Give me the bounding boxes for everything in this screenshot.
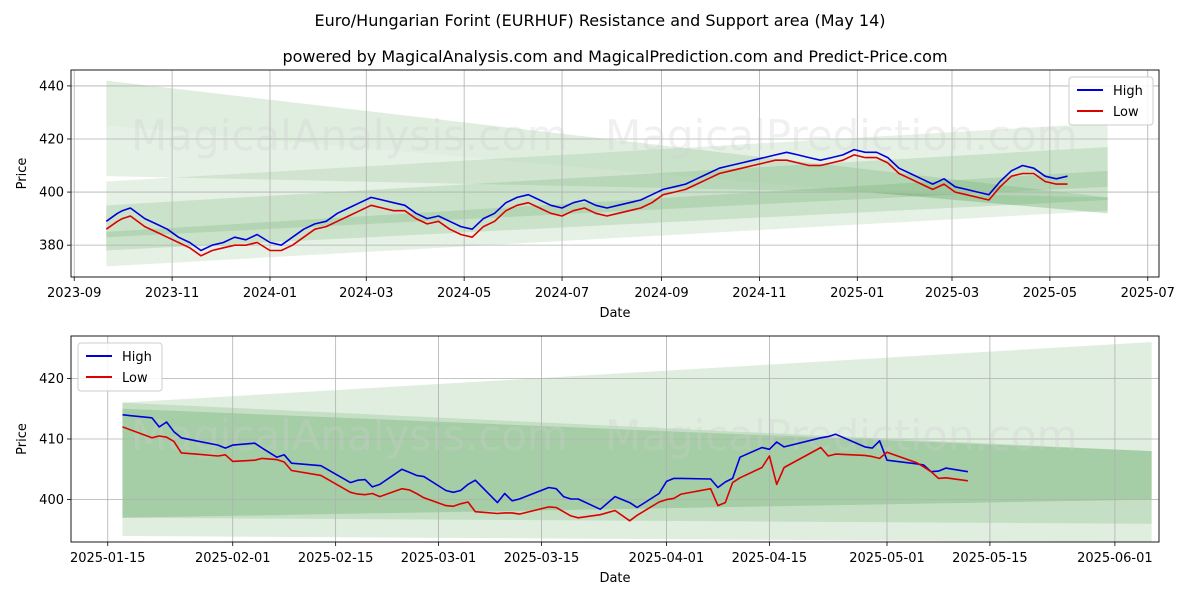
chart-title: Euro/Hungarian Forint (EURHUF) Resistanc… — [315, 11, 886, 30]
legend-label-high: High — [1113, 84, 1143, 99]
x-tick-label: 2025-03-01 — [401, 551, 477, 566]
x-tick-label: 2025-05-15 — [952, 551, 1028, 566]
watermark-text: MagicalAnalysis.com — [131, 111, 568, 160]
x-axis-label: Date — [599, 306, 630, 321]
watermark-text: MagicalPrediction.com — [605, 411, 1078, 460]
x-tick-label: 2025-04-15 — [732, 551, 808, 566]
legend: High Low — [1068, 76, 1154, 126]
x-tick-label: 2025-01-15 — [70, 551, 146, 566]
x-tick-label: 2025-01 — [830, 286, 884, 301]
y-tick-label: 410 — [39, 433, 64, 448]
x-tick-label: 2024-09 — [634, 286, 688, 301]
y-axis-label: Price — [15, 423, 30, 455]
watermark-text: MagicalPrediction.com — [605, 111, 1078, 160]
x-tick-label: 2025-05 — [1023, 286, 1077, 301]
x-tick-label: 2025-04-01 — [629, 551, 705, 566]
legend: High Low — [77, 342, 163, 392]
x-tick-label: 2024-07 — [535, 286, 589, 301]
y-tick-label: 440 — [39, 79, 64, 94]
x-tick-label: 2023-11 — [145, 286, 199, 301]
y-tick-label: 400 — [39, 493, 64, 508]
x-tick-label: 2024-03 — [339, 286, 393, 301]
series-line-high — [122, 414, 969, 511]
support-resistance-band — [122, 408, 1152, 518]
legend-label-low: Low — [122, 371, 148, 386]
x-tick-label: 2025-03 — [925, 286, 979, 301]
legend-label-low: Low — [1113, 105, 1139, 120]
y-axis-label: Price — [15, 158, 30, 190]
x-tick-label: 2025-02-01 — [195, 551, 271, 566]
x-tick-label: 2024-05 — [437, 286, 491, 301]
y-tick-label: 400 — [39, 186, 64, 201]
chart-subtitle: powered by MagicalAnalysis.com and Magic… — [282, 47, 947, 66]
x-tick-label: 2023-09 — [47, 286, 101, 301]
plot-frame — [70, 69, 1160, 278]
y-tick-label: 420 — [39, 372, 64, 387]
series-line-low — [122, 426, 969, 522]
x-tick-label: 2025-03-15 — [504, 551, 580, 566]
support-resistance-band — [122, 402, 1152, 524]
bottom-chart: MagicalAnalysis.com MagicalPrediction.com… — [15, 335, 1160, 586]
y-tick-label: 380 — [39, 239, 64, 254]
x-axis-label: Date — [599, 571, 630, 586]
x-tick-label: 2025-05-01 — [849, 551, 925, 566]
x-tick-label: 2024-11 — [732, 286, 786, 301]
series-line-low — [105, 154, 1068, 257]
watermark-text: MagicalAnalysis.com — [131, 411, 568, 460]
legend-label-high: High — [122, 350, 152, 365]
series-line-high — [105, 148, 1068, 252]
y-tick-label: 420 — [39, 133, 64, 148]
x-tick-label: 2025-06-01 — [1077, 551, 1153, 566]
x-tick-label: 2024-01 — [243, 286, 297, 301]
x-tick-label: 2025-02-15 — [298, 551, 374, 566]
top-chart: MagicalAnalysis.com MagicalPrediction.com… — [15, 69, 1175, 321]
x-tick-label: 2025-07 — [1121, 286, 1175, 301]
support-resistance-band — [122, 342, 1152, 542]
